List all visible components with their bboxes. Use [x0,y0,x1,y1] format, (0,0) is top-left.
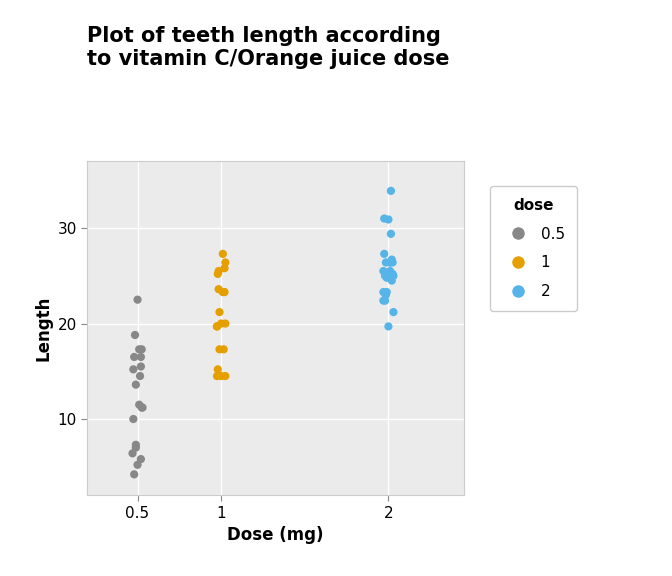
Point [382,271,392,281]
Point [380,258,391,267]
Point [130,443,141,452]
Point [212,322,222,331]
Point [384,258,395,267]
Point [137,403,148,412]
Point [216,319,226,328]
Point [129,470,140,479]
Point [218,287,229,297]
Y-axis label: Length: Length [34,295,52,361]
Point [382,287,392,297]
Point [379,249,390,259]
Point [128,365,138,374]
Point [378,287,389,297]
Point [214,308,225,317]
Point [128,414,138,423]
Point [386,186,396,195]
Point [213,267,224,276]
Point [130,440,141,449]
Point [132,460,143,469]
Point [386,276,397,285]
Point [384,267,395,276]
Point [382,273,392,282]
Point [136,403,147,412]
Point [380,296,390,305]
Point [220,258,230,267]
Point [136,362,146,371]
Point [380,271,390,281]
Point [130,380,141,389]
Point [387,270,398,279]
Point [219,287,230,297]
Point [134,372,145,381]
Point [383,322,394,331]
Point [136,353,146,362]
X-axis label: Dose (mg): Dose (mg) [227,526,324,544]
Point [212,270,223,279]
Point [130,331,140,340]
Point [134,400,144,410]
Point [378,267,389,276]
Point [136,454,146,464]
Point [132,295,143,304]
Point [218,249,228,259]
Point [134,344,144,354]
Point [379,214,390,223]
Point [218,344,229,354]
Point [388,271,398,281]
Point [212,322,222,331]
Point [386,255,397,264]
Point [384,258,395,267]
Point [219,264,230,273]
Point [136,344,147,354]
Point [212,372,222,381]
Point [388,308,398,317]
Legend: 0.5, 1, 2: 0.5, 1, 2 [490,185,577,311]
Point [386,229,396,238]
Point [129,353,140,362]
Point [383,215,394,224]
Point [220,319,230,328]
Point [380,290,391,300]
Point [127,449,138,458]
Point [218,287,228,297]
Point [378,296,389,305]
Point [214,344,225,354]
Point [212,365,223,374]
Point [216,372,226,381]
Point [220,372,230,381]
Point [387,258,398,267]
Point [213,285,224,294]
Text: Plot of teeth length according
to vitamin C/Orange juice dose: Plot of teeth length according to vitami… [87,26,450,69]
